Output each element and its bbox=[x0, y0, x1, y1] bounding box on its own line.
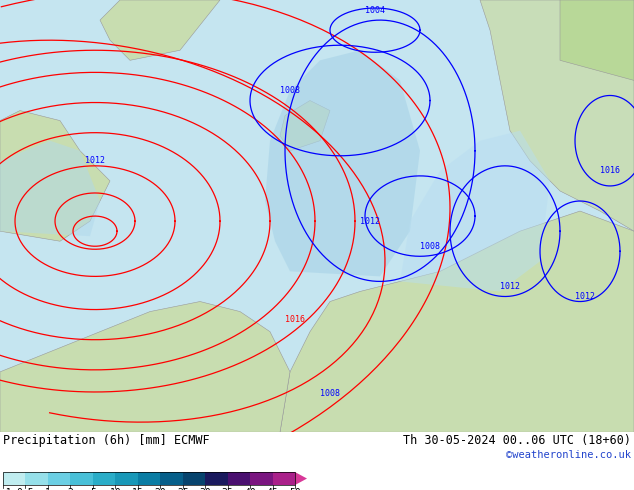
Polygon shape bbox=[295, 472, 307, 485]
Bar bbox=[205, 472, 228, 485]
Text: Precipitation (6h) [mm] ECMWF: Precipitation (6h) [mm] ECMWF bbox=[3, 434, 210, 447]
Text: 1012: 1012 bbox=[360, 217, 380, 225]
Text: 1008: 1008 bbox=[280, 86, 300, 95]
Bar bbox=[228, 472, 250, 485]
Text: 15: 15 bbox=[132, 488, 144, 490]
Bar bbox=[48, 472, 70, 485]
Text: 35: 35 bbox=[222, 488, 233, 490]
Text: 1016: 1016 bbox=[600, 167, 620, 175]
Text: 0.5: 0.5 bbox=[16, 488, 34, 490]
Bar bbox=[25, 472, 48, 485]
Text: 1: 1 bbox=[45, 488, 51, 490]
Polygon shape bbox=[560, 0, 634, 80]
Polygon shape bbox=[100, 0, 220, 60]
Bar bbox=[250, 472, 273, 485]
Text: 5: 5 bbox=[90, 488, 96, 490]
Text: 40: 40 bbox=[244, 488, 256, 490]
Bar bbox=[3, 472, 25, 485]
Bar bbox=[70, 472, 93, 485]
Bar bbox=[183, 472, 205, 485]
Text: 45: 45 bbox=[267, 488, 278, 490]
Text: 1004: 1004 bbox=[365, 5, 385, 15]
Polygon shape bbox=[0, 301, 290, 432]
Bar bbox=[115, 472, 138, 485]
Bar bbox=[138, 472, 160, 485]
Polygon shape bbox=[480, 0, 634, 231]
Bar bbox=[3, 472, 295, 485]
Text: 50: 50 bbox=[289, 488, 301, 490]
Text: 30: 30 bbox=[199, 488, 211, 490]
Polygon shape bbox=[400, 131, 550, 292]
Text: 0.1: 0.1 bbox=[0, 488, 12, 490]
Text: 25: 25 bbox=[177, 488, 188, 490]
Text: 20: 20 bbox=[154, 488, 166, 490]
Text: 10: 10 bbox=[110, 488, 121, 490]
Polygon shape bbox=[280, 211, 634, 432]
Text: 1012: 1012 bbox=[575, 292, 595, 301]
Polygon shape bbox=[0, 141, 100, 236]
Polygon shape bbox=[0, 111, 110, 241]
Bar bbox=[273, 472, 295, 485]
Polygon shape bbox=[265, 50, 420, 276]
Text: 1008: 1008 bbox=[320, 390, 340, 398]
Text: 1012: 1012 bbox=[85, 156, 105, 165]
Text: 1012: 1012 bbox=[500, 282, 520, 291]
Text: 1008: 1008 bbox=[420, 242, 440, 251]
Bar bbox=[160, 472, 183, 485]
Text: 1016: 1016 bbox=[285, 315, 305, 324]
Text: ©weatheronline.co.uk: ©weatheronline.co.uk bbox=[506, 450, 631, 460]
Text: 2: 2 bbox=[67, 488, 74, 490]
Bar bbox=[93, 472, 115, 485]
Polygon shape bbox=[280, 100, 330, 151]
Text: Th 30-05-2024 00..06 UTC (18+60): Th 30-05-2024 00..06 UTC (18+60) bbox=[403, 434, 631, 447]
